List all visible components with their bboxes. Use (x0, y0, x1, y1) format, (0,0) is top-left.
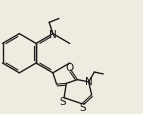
Text: O: O (65, 62, 73, 72)
Text: N: N (85, 76, 93, 86)
Text: N: N (49, 29, 57, 39)
Text: S: S (80, 102, 87, 112)
Text: S: S (60, 96, 66, 106)
